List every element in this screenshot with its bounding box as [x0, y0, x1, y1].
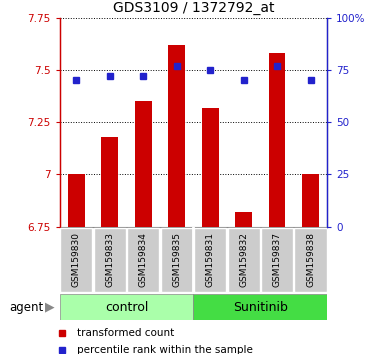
Bar [261, 228, 293, 292]
Bar [302, 174, 319, 227]
Bar [135, 101, 152, 227]
Bar [193, 294, 327, 320]
Text: GSM159837: GSM159837 [273, 232, 281, 287]
Text: GSM159832: GSM159832 [239, 232, 248, 287]
Bar [235, 212, 252, 227]
Bar [202, 108, 219, 227]
Bar [161, 228, 193, 292]
Text: GSM159831: GSM159831 [206, 232, 215, 287]
Text: GSM159830: GSM159830 [72, 232, 81, 287]
Bar [60, 294, 193, 320]
Bar [228, 228, 260, 292]
Bar [102, 137, 118, 227]
Bar [68, 174, 85, 227]
Text: Sunitinib: Sunitinib [233, 301, 288, 314]
Bar [269, 53, 285, 227]
Bar [295, 228, 326, 292]
Text: percentile rank within the sample: percentile rank within the sample [77, 345, 253, 354]
Title: GDS3109 / 1372792_at: GDS3109 / 1372792_at [113, 1, 274, 15]
Text: GSM159833: GSM159833 [105, 232, 114, 287]
Bar [60, 228, 92, 292]
Bar [94, 228, 126, 292]
Bar [168, 45, 185, 227]
Text: ▶: ▶ [45, 301, 55, 314]
Bar [194, 228, 226, 292]
Text: control: control [105, 301, 148, 314]
Text: GSM159835: GSM159835 [172, 232, 181, 287]
Text: GSM159834: GSM159834 [139, 232, 148, 287]
Text: transformed count: transformed count [77, 328, 174, 338]
Bar [127, 228, 159, 292]
Text: GSM159838: GSM159838 [306, 232, 315, 287]
Text: agent: agent [10, 301, 44, 314]
